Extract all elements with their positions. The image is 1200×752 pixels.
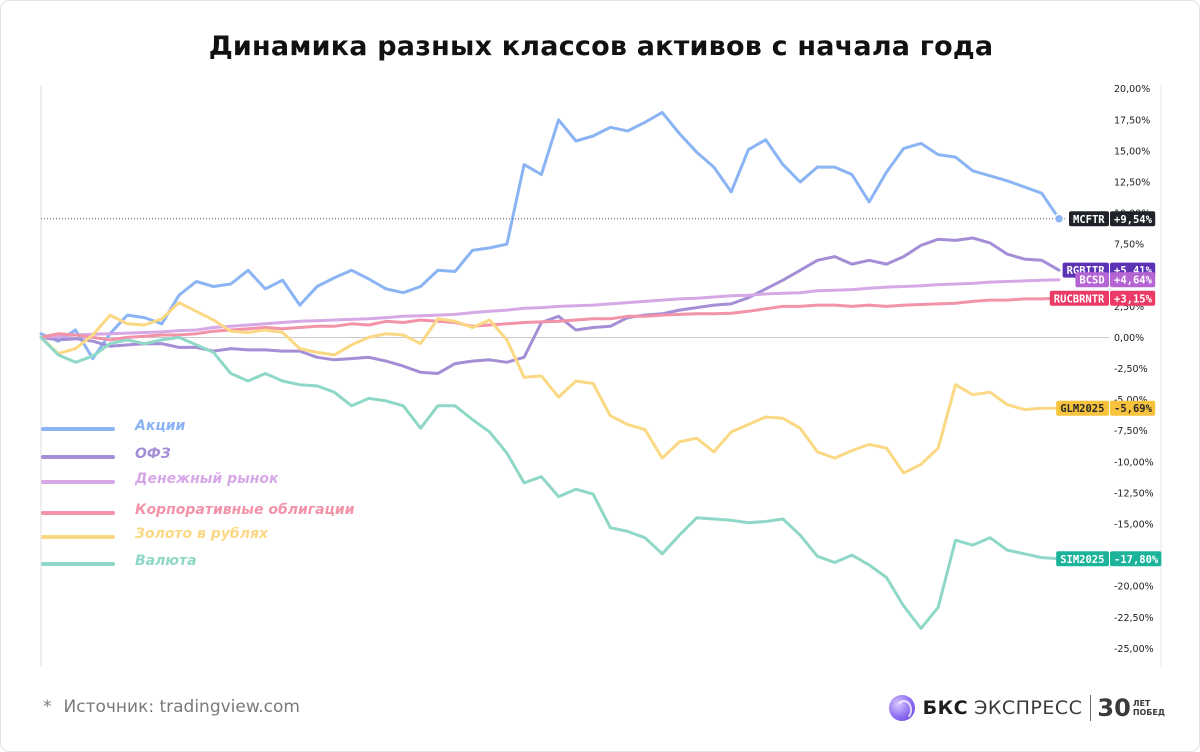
legend-swatch [41, 427, 115, 431]
y-tick-label: -5,00% [1114, 395, 1148, 406]
brand-years: 30 [1097, 694, 1131, 722]
value-tag-bg [1110, 551, 1162, 567]
value-tag-bcsd: BCSD +4,64% [1075, 272, 1156, 288]
brand-years-caption: ЛЕТ ПОБЕД [1133, 699, 1165, 717]
brand-name-rest: ЭКСПРЕСС [974, 697, 1083, 719]
series-line-rucbrntr [39, 296, 1061, 342]
ticker-tag-bg [1056, 400, 1109, 416]
ticker-tag-bg [1069, 211, 1109, 227]
series-layer [39, 110, 1067, 630]
value-tag-label: -17,80% [1114, 554, 1159, 566]
legend-swatch [41, 511, 115, 515]
source-note: * Источник: tradingview.com [43, 697, 300, 717]
value-tag-label: +4,64% [1114, 275, 1153, 287]
legend-swatch [41, 455, 115, 459]
y-tick-label: 7,50% [1114, 240, 1144, 251]
series-line-mcftr [39, 110, 1061, 361]
last-value-marker [1053, 213, 1065, 225]
value-tag-label: +3,15% [1114, 293, 1153, 305]
value-tag-glm2025: GLM2025 -5,69% [1056, 400, 1156, 416]
y-tick-label: -2,50% [1114, 364, 1148, 375]
y-tick-label: 0,00% [1114, 333, 1144, 344]
legend-label: Золото в рублях [135, 526, 268, 542]
ticker-tag-label: SIM2025 [1060, 554, 1104, 566]
page-title: Динамика разных классов активов с начала… [208, 31, 994, 62]
brand-sub-bottom: ПОБЕД [1132, 708, 1165, 717]
y-tick-label: -25,00% [1114, 644, 1154, 655]
legend-label: Денежный рынок [135, 471, 279, 487]
y-tick-label: -22,50% [1114, 613, 1154, 624]
legend-label: Корпоративные облигации [135, 502, 355, 518]
value-tag-bg [1110, 211, 1156, 227]
y-tick-label: -10,00% [1114, 457, 1154, 468]
y-tick-label: 12,50% [1114, 178, 1150, 189]
ticker-tag-bg [1049, 290, 1109, 306]
legend-swatch [41, 562, 115, 566]
brand-sphere-icon [888, 695, 915, 721]
brand-name-bold: БКС [922, 697, 969, 719]
ticker-tag-label: RUCBRNTR [1054, 293, 1105, 305]
legend-swatch [41, 535, 115, 539]
brand-divider [1090, 695, 1092, 721]
legend-swatch [41, 480, 115, 484]
value-tag-label: -5,69% [1114, 403, 1153, 415]
value-tag-label: +9,54% [1114, 214, 1153, 226]
series-line-glm2025 [39, 301, 1061, 475]
value-tag-mcftr: MCFTR +9,54% [1069, 211, 1156, 227]
y-tick-label: 2,50% [1114, 302, 1144, 313]
y-tick-label: -7,50% [1114, 426, 1148, 437]
ticker-tag-label: MCFTR [1073, 214, 1105, 226]
y-tick-label: -12,50% [1114, 488, 1154, 499]
legend-label: ОФЗ [135, 446, 171, 462]
series-line-sim2025 [39, 335, 1061, 630]
legend-label: Валюта [135, 553, 197, 569]
brand-sub-top: ЛЕТ [1132, 699, 1151, 708]
y-tick-label: 20,00% [1114, 84, 1150, 95]
ticker-tag-label: GLM2025 [1060, 403, 1104, 415]
legend-label: Акции [135, 418, 186, 434]
brand-name: БКС ЭКСПРЕСС [923, 697, 1083, 719]
series-line-bcsd [39, 278, 1061, 339]
y-tick-label: 17,50% [1114, 115, 1150, 126]
value-tag-bg [1110, 400, 1156, 416]
value-tag-sim2025: SIM2025 -17,80% [1056, 551, 1162, 567]
ticker-tag-bg [1056, 551, 1109, 567]
ticker-tag-bg [1075, 272, 1109, 288]
axis-layer: 20,00%17,50%15,00%12,50%10,00%7,50%5,00%… [40, 84, 1162, 667]
value-tag-bg [1110, 290, 1156, 306]
source-text: Источник: tradingview.com [63, 697, 300, 717]
value-tag-bg [1110, 272, 1156, 288]
brand-logo-block: БКС ЭКСПРЕСС 30 ЛЕТ ПОБЕД [888, 691, 1165, 725]
ticker-tag-label: BCSD [1079, 275, 1104, 287]
y-tick-label: 15,00% [1114, 146, 1150, 157]
y-tick-label: -15,00% [1114, 519, 1154, 530]
tag-layer: MCFTR +9,54%RGBITR +5,41%BCSD +4,64%RUCBRNT… [1049, 211, 1162, 567]
footnote-star: * [43, 697, 52, 717]
value-tag-rucbrntr: RUCBRNTR +3,15% [1049, 290, 1156, 306]
y-tick-label: -20,00% [1114, 582, 1154, 593]
